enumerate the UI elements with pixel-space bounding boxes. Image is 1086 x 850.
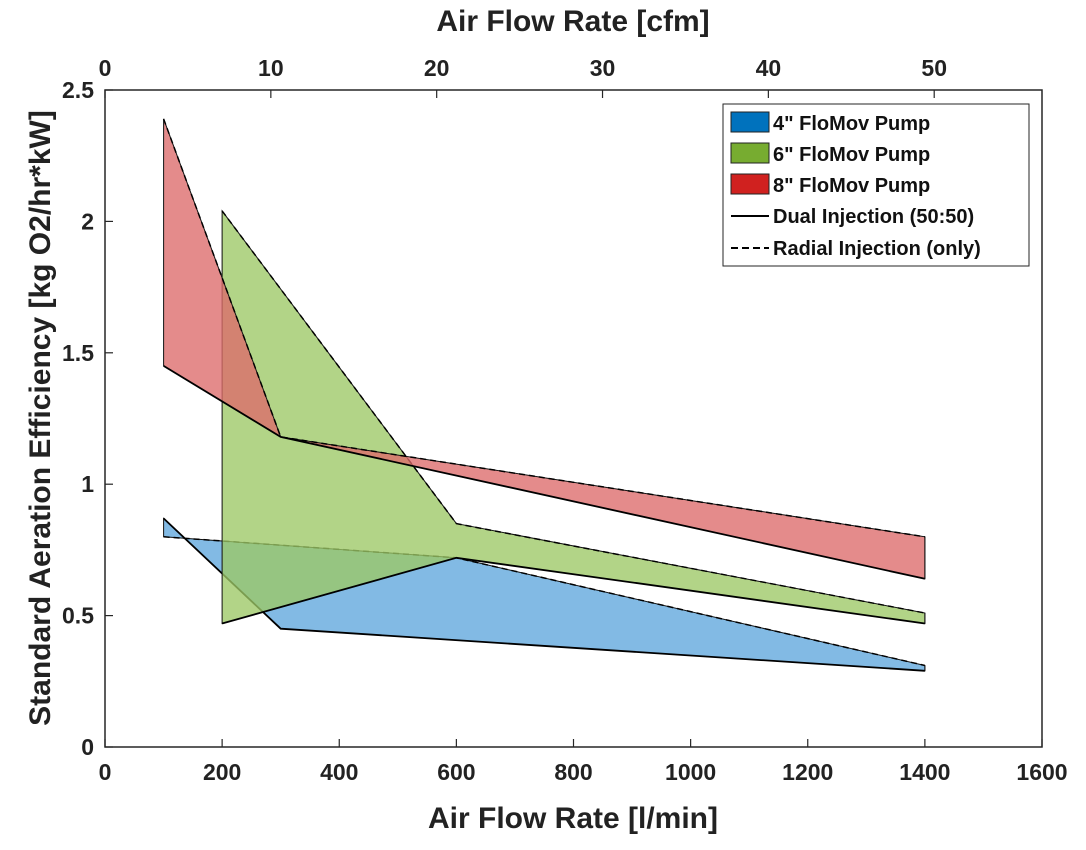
- legend-label-8in: 8" FloMov Pump: [773, 175, 930, 197]
- legend-label-radial: Radial Injection (only): [773, 238, 981, 260]
- legend-label-6in: 6" FloMov Pump: [773, 144, 930, 166]
- legend-swatch-6in: [730, 142, 770, 164]
- top-x-tick-label: 0: [99, 55, 112, 81]
- top-x-tick-label: 20: [424, 55, 450, 81]
- radial-line-8in: [162, 118, 926, 538]
- plot-layer: [162, 118, 926, 672]
- y-tick-label: 0: [81, 734, 94, 760]
- x-tick-label: 200: [203, 759, 241, 785]
- x-tick-label: 1600: [1016, 759, 1067, 785]
- legend-swatch-4in: [730, 111, 770, 133]
- legend-label-dual: Dual Injection (50:50): [773, 206, 974, 228]
- radial-line-6in: [221, 210, 926, 614]
- top-x-axis-title: Air Flow Rate [cfm]: [436, 5, 709, 38]
- area-6in: [221, 209, 926, 625]
- top-x-tick-label: 50: [921, 55, 947, 81]
- legend: 4" FloMov Pump 6" FloMov Pump 8" FloMov …: [722, 103, 1030, 267]
- top-x-tick-label: 30: [590, 55, 616, 81]
- top-x-tick-label: 10: [258, 55, 284, 81]
- legend-box: [722, 103, 1030, 267]
- x-tick-label: 1400: [899, 759, 950, 785]
- y-axis-title: Standard Aeration Efficiency [kg O2/hr*k…: [24, 110, 57, 726]
- y-tick-label: 0.5: [62, 603, 94, 629]
- legend-swatch-8in: [730, 173, 770, 195]
- y-tick-label: 1.5: [62, 340, 94, 366]
- top-x-tick-label: 40: [756, 55, 782, 81]
- y-tick-label: 2.5: [62, 77, 94, 103]
- x-tick-label: 600: [437, 759, 475, 785]
- x-tick-label: 1000: [665, 759, 716, 785]
- legend-label-4in: 4" FloMov Pump: [773, 113, 930, 135]
- y-tick-label: 2: [81, 208, 94, 234]
- x-tick-label: 800: [554, 759, 592, 785]
- y-tick-label: 1: [81, 471, 94, 497]
- dual-line-4in: [162, 517, 925, 672]
- x-tick-label: 0: [99, 759, 112, 785]
- x-tick-label: 1200: [782, 759, 833, 785]
- x-axis-title: Air Flow Rate [l/min]: [428, 802, 718, 835]
- dual-line-8in: [163, 365, 926, 580]
- dual-line-6in: [221, 556, 926, 625]
- x-tick-label: 400: [320, 759, 358, 785]
